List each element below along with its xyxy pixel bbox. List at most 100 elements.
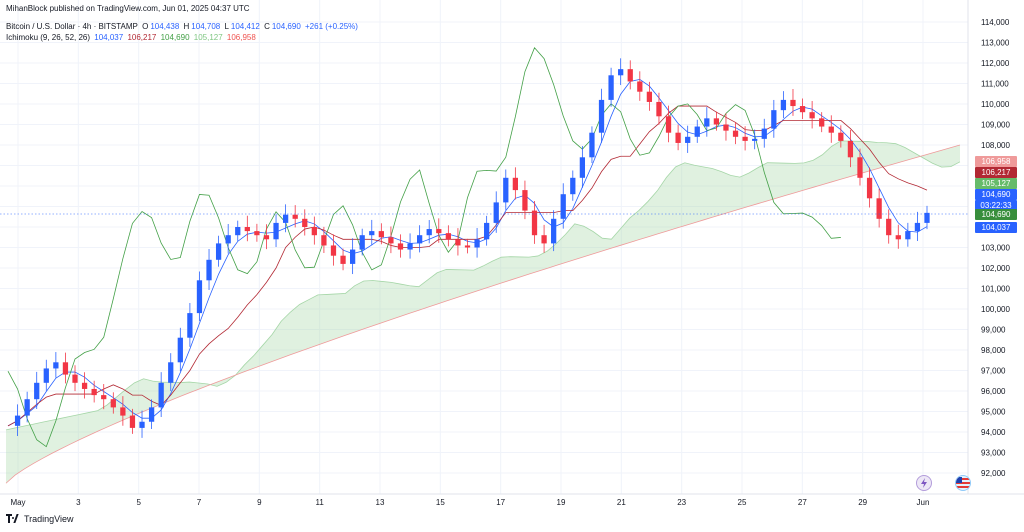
candle-body [503, 177, 509, 203]
candle-body [34, 382, 40, 400]
candle-body [551, 218, 557, 244]
price-tick-label: 93,000 [981, 449, 1006, 458]
candle-body [579, 157, 586, 178]
legend-indicator[interactable]: Ichimoku (9, 26, 52, 26) 104,037 106,217… [6, 33, 258, 43]
candle-body [493, 202, 499, 223]
candle-body [589, 132, 595, 158]
span-a-price-label: 105,127 [975, 178, 1017, 189]
price-tick-label: 94,000 [981, 428, 1006, 437]
price-tick-label: 103,000 [981, 244, 1010, 253]
time-tick-label: 21 [617, 498, 626, 507]
candle-body [531, 210, 538, 236]
candle-body [723, 124, 729, 131]
candle-body [168, 362, 174, 383]
price-tick-label: 97,000 [981, 367, 1006, 376]
candle-body [378, 231, 384, 238]
time-tick-label: 5 [136, 498, 141, 507]
candle-body [292, 214, 298, 219]
candle-body [618, 69, 624, 76]
candle-body [235, 227, 241, 236]
senkou-span-a-line [5, 140, 961, 431]
ichimoku-cloud [5, 140, 961, 484]
price-tick-label: 100,000 [981, 305, 1010, 314]
candle-body [62, 362, 69, 375]
candle-body [857, 157, 863, 178]
candle-body [914, 222, 921, 232]
candle-body [828, 126, 834, 133]
published-text: MihanBlock published on TradingView.com,… [6, 4, 250, 13]
indicator-title[interactable]: Ichimoku (9, 26, 52, 26) [6, 33, 91, 42]
candle-body [799, 106, 806, 113]
candle-body [14, 415, 21, 426]
candle-body [847, 140, 854, 158]
candle-body [646, 91, 653, 102]
candle-body [474, 239, 480, 248]
candle-body [656, 101, 662, 117]
high-value: 104,708 [191, 22, 221, 31]
candle-body [196, 280, 203, 314]
time-tick-label: 7 [197, 498, 202, 507]
candle-body [484, 222, 490, 240]
candle-body [330, 245, 337, 256]
candle-body [101, 395, 107, 400]
conversion-line-price-label: 104,037 [975, 222, 1017, 233]
price-tick-label: 109,000 [981, 121, 1010, 130]
flag-glyph-icon [956, 477, 970, 488]
span-b-price-label: 106,958 [975, 156, 1017, 167]
candle-body [742, 136, 748, 141]
candle-body [254, 231, 260, 236]
candle-body [129, 415, 136, 428]
candle-body [215, 243, 222, 260]
us-flag-icon[interactable] [955, 475, 971, 491]
candle-body [321, 235, 327, 246]
time-tick-label: 3 [76, 498, 81, 507]
candle-body [780, 99, 787, 111]
candle-body [455, 239, 461, 246]
tradingview-logo[interactable]: TradingView [6, 514, 74, 524]
price-tick-label: 98,000 [981, 346, 1006, 355]
time-tick-label: 27 [798, 498, 807, 507]
candle-body [627, 69, 633, 82]
high-label: H [183, 22, 190, 31]
price-tick-label: 99,000 [981, 326, 1006, 335]
candle-body [302, 218, 308, 227]
candle-body [541, 235, 547, 244]
candle-body [522, 190, 528, 211]
candle-body [148, 407, 155, 422]
open-label: O [142, 22, 149, 31]
price-tick-label: 114,000 [981, 18, 1010, 27]
base-line-price-label: 106,217 [975, 167, 1017, 178]
candle-body [225, 235, 231, 244]
candle-body [570, 177, 576, 195]
candle-body [608, 75, 614, 100]
candle-body [838, 132, 844, 141]
open-value: 104,438 [150, 22, 180, 31]
candle-body [91, 388, 97, 396]
price-tick-label: 102,000 [981, 264, 1010, 273]
candle-body [177, 337, 183, 363]
published-line: MihanBlock published on TradingView.com,… [6, 4, 252, 14]
candle-body [704, 118, 710, 127]
candle-body [876, 198, 882, 219]
candle-body [120, 407, 126, 416]
indicator-span-b-value: 106,958 [226, 33, 256, 42]
candle-body [24, 399, 30, 416]
candle-body [397, 243, 404, 250]
candle-body [417, 235, 423, 244]
candle-body [206, 259, 212, 281]
symbol-title[interactable]: Bitcoin / U.S. Dollar · 4h · BITSTAMP [6, 22, 138, 31]
candlestick-series [14, 58, 930, 438]
candle-body [81, 382, 88, 389]
lightning-icon[interactable] [916, 475, 932, 491]
candle-body [426, 229, 432, 236]
candle-body [282, 214, 289, 223]
candle-body [72, 374, 78, 383]
price-tick-label: 112,000 [981, 59, 1010, 68]
candle-body [369, 231, 375, 236]
candle-body [359, 235, 365, 250]
candle-body [43, 368, 49, 383]
candle-body [263, 235, 270, 240]
time-axis: May 3 5 7 9 11 13 15 17 19 21 23 25 27 29 Jun [10, 498, 929, 507]
